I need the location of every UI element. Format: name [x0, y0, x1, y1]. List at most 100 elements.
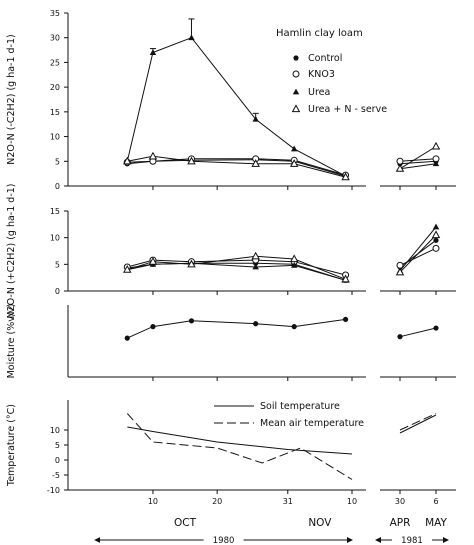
x-tick-label: 10	[347, 497, 357, 506]
data-point	[432, 244, 440, 252]
series-line	[127, 262, 346, 281]
series-line	[127, 155, 346, 178]
month-label: NOV	[308, 517, 332, 529]
series-line	[399, 158, 437, 162]
series-line	[126, 413, 353, 480]
data-point	[188, 318, 195, 324]
series-line	[127, 158, 346, 176]
y-tick-label: 0	[55, 287, 60, 296]
series-line	[399, 247, 437, 266]
series-line	[127, 255, 346, 280]
series-moisture	[124, 316, 439, 341]
data-point	[252, 263, 259, 270]
year-label: 1980	[213, 536, 235, 545]
data-point	[431, 230, 441, 239]
series-line	[399, 234, 437, 273]
series-line	[127, 159, 346, 177]
data-point	[251, 251, 260, 260]
data-point	[395, 267, 405, 276]
data-point	[293, 55, 299, 61]
year-label: 1981	[401, 536, 423, 545]
x-tick-label: 30	[395, 497, 405, 506]
y-tick-label: 10	[50, 426, 60, 435]
month-label: OCT	[174, 517, 197, 529]
series-mean-air-temperature	[126, 413, 437, 480]
data-point	[395, 164, 405, 172]
data-point	[292, 70, 300, 78]
y-axis-label: Temperature (°C)	[6, 404, 17, 487]
data-point	[252, 115, 259, 122]
y-tick-label: 0	[55, 182, 60, 191]
data-point	[432, 160, 440, 167]
x-tick-label: 20	[212, 497, 222, 506]
series-soil-temperature	[127, 414, 437, 455]
y-tick-label: 10	[50, 133, 60, 142]
data-point	[188, 34, 195, 41]
legend-label: Soil temperature	[260, 401, 340, 412]
month-label: MAY	[425, 517, 447, 529]
data-point	[289, 254, 299, 263]
series-line	[399, 226, 437, 272]
y-tick-label: 5	[55, 260, 60, 269]
y-axis-label: Moisture (%v/v)	[6, 304, 17, 379]
legend-label: Control	[308, 53, 342, 64]
y-tick-label: -10	[47, 486, 60, 495]
data-point	[341, 172, 350, 181]
data-point	[397, 334, 403, 340]
data-point	[251, 159, 260, 167]
month-label: APR	[390, 517, 411, 529]
series-line	[126, 37, 346, 177]
data-point	[431, 141, 441, 150]
data-point	[291, 324, 297, 330]
data-point	[291, 262, 298, 268]
y-tick-label: 5	[55, 157, 60, 166]
data-point	[432, 223, 440, 230]
data-point	[253, 321, 259, 327]
data-point	[187, 156, 196, 165]
y-tick-label: 30	[50, 34, 60, 43]
data-point	[123, 156, 132, 165]
data-point	[289, 159, 299, 167]
y-tick-label: 35	[50, 9, 60, 18]
data-point	[187, 259, 196, 268]
series-urea-n-serve	[123, 141, 441, 181]
data-point	[341, 274, 350, 283]
legend-label: Urea + N - serve	[308, 104, 387, 115]
y-tick-label: 25	[50, 58, 60, 67]
data-point	[433, 325, 439, 331]
series-urea	[124, 223, 440, 283]
data-point	[433, 237, 439, 243]
series-urea-n-serve	[123, 230, 441, 283]
y-tick-label: 15	[50, 108, 60, 117]
series-line	[399, 414, 437, 434]
y-tick-label: -5	[52, 471, 60, 480]
y-tick-label: 0	[55, 456, 60, 465]
legend-label: KNO3	[308, 69, 335, 80]
data-point	[342, 316, 349, 322]
data-point	[123, 265, 132, 273]
y-axis-label: N2O-N (+C2H2) (g ha-1 d-1)	[6, 183, 17, 318]
data-point	[124, 335, 130, 341]
data-point	[291, 104, 301, 113]
data-point	[148, 151, 158, 160]
x-tick-label: 6	[433, 497, 438, 506]
series-urea	[124, 18, 440, 179]
panel-n2o-plus: 0 5 10 15 N2O-N (+C2H2) (g ha-1 d-1)	[6, 183, 456, 319]
y-tick-label: 15	[50, 207, 60, 216]
series-control	[124, 237, 439, 283]
legend-label: Urea	[308, 87, 330, 98]
series-line	[399, 160, 437, 165]
x-tick-label: 10	[148, 497, 158, 506]
data-point	[149, 49, 157, 55]
data-point	[148, 257, 158, 265]
panel-n2o-minus: 0 5 10 15 20 25 30 35 N2O-N (-C2H2) (g ha-1 d-1)	[6, 9, 456, 191]
data-point	[291, 145, 298, 152]
series-line	[127, 426, 353, 455]
y-axis-label: N2O-N (-C2H2) (g ha-1 d-1)	[6, 34, 17, 164]
series-line	[127, 318, 346, 339]
series-kno3	[123, 244, 440, 279]
series-line	[399, 327, 437, 338]
series-line	[399, 163, 437, 170]
y-tick-label: 20	[50, 83, 60, 92]
